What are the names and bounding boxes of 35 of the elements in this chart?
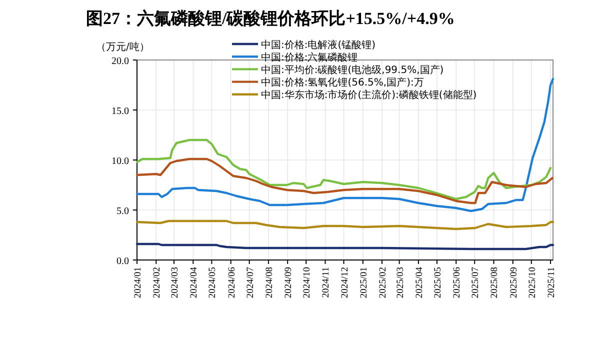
legend-label: 中国:华东市场:市场价(主流价):磷酸铁锂(储能型) xyxy=(261,89,477,102)
x-tick-label: 2025/07 xyxy=(471,266,482,298)
x-tick-label: 2025/10 xyxy=(528,266,538,298)
x-tick-label: 2024/08 xyxy=(264,266,275,298)
x-tick-label: 2025/08 xyxy=(490,266,500,298)
y-tick-label: 0.0 xyxy=(116,256,129,267)
x-tick-label: 2025/01 xyxy=(359,266,370,298)
x-tick-label: 2024/03 xyxy=(170,266,181,298)
legend-label: 中国:价格:氢氧化锂(56.5%,国产):万 xyxy=(261,76,424,89)
y-tick-label: 15.0 xyxy=(112,106,129,117)
x-tick-label: 2024/05 xyxy=(208,266,218,298)
x-tick-label: 2025/06 xyxy=(452,266,463,298)
x-tick-label: 2024/04 xyxy=(190,266,200,298)
x-tick-label: 2024/11 xyxy=(322,266,332,298)
legend-label: 中国:价格:电解液(锰酸锂) xyxy=(261,38,376,51)
y-tick-label: 5.0 xyxy=(116,206,129,217)
x-tick-label: 2024/07 xyxy=(246,266,256,298)
y-tick-label: 20.0 xyxy=(112,56,129,67)
x-tick-label: 2025/11 xyxy=(547,266,558,298)
y-axis-title: （万元/吨） xyxy=(96,41,150,53)
legend-label: 中国:价格:六氟磷酸锂 xyxy=(261,51,358,64)
y-tick-label: 10.0 xyxy=(112,156,129,167)
x-tick-label: 2025/03 xyxy=(396,266,406,298)
x-tick-label: 2024/01 xyxy=(134,266,144,298)
x-tick-label: 2024/02 xyxy=(152,266,163,298)
x-tick-label: 2024/12 xyxy=(340,266,350,298)
x-tick-label: 2024/06 xyxy=(227,266,238,298)
x-tick-label: 2025/09 xyxy=(509,266,520,298)
x-tick-label: 2024/09 xyxy=(284,266,294,298)
x-tick-label: 2025/04 xyxy=(414,266,425,298)
legend-label: 中国:平均价:碳酸锂(电池级,99.5%,国产) xyxy=(261,64,444,76)
x-tick-label: 2025/02 xyxy=(378,266,389,298)
x-tick-label: 2025/05 xyxy=(433,266,444,298)
chart-title: 图27：六氟磷酸锂/碳酸锂价格环比+15.5%/+4.9% xyxy=(86,9,455,28)
x-tick-label: 2024/10 xyxy=(302,266,313,298)
